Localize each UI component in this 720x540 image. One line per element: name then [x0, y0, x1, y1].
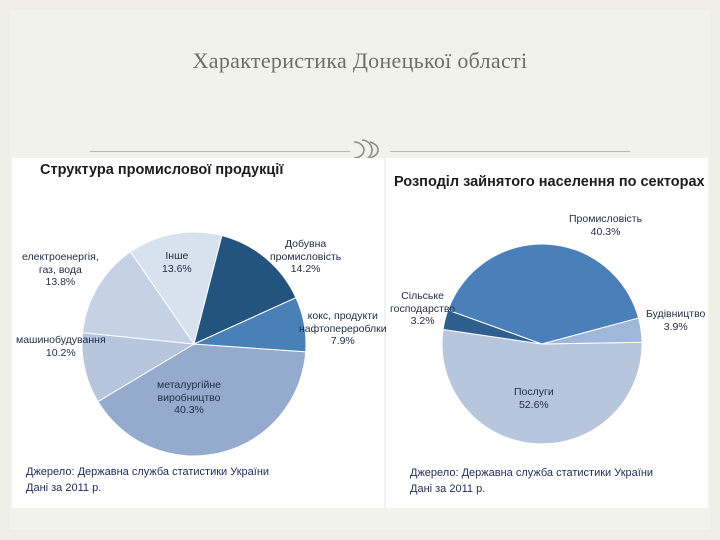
employment-slice-2	[447, 243, 640, 345]
industry-slice-3	[129, 231, 223, 346]
label-machine-building: машинобудування 10.2%	[16, 334, 106, 359]
label-agriculture: Сільське господарство 3.2%	[390, 290, 456, 327]
industry-source: Джерело: Державна служба статистики Укра…	[26, 466, 270, 494]
industry-slice-5	[193, 296, 307, 353]
label-services: Послуги 52.6%	[514, 386, 554, 411]
employment-source: Джерело: Державна служба статистики Укра…	[410, 467, 654, 495]
industry-slice-0	[97, 343, 307, 457]
industry-structure-panel: Структура промислової продукції металург…	[12, 158, 387, 508]
industry-pie-chart	[81, 231, 307, 457]
label-other: Інше 13.6%	[162, 250, 192, 275]
employment-pie-chart	[441, 243, 643, 445]
label-construction: Будівництво 3.9%	[646, 308, 706, 333]
employment-chart-title: Розподіл зайнятого населення по секторах	[394, 174, 705, 190]
employment-slice-3	[541, 317, 643, 345]
slide-title: Характеристика Донецької області	[192, 48, 528, 73]
industry-slice-4	[193, 234, 297, 345]
label-coke: кокс, продукти нафтоперероблки 7.9%	[299, 310, 387, 347]
title-rule-right	[390, 151, 630, 152]
label-mining: Добувна промисловість 14.2%	[270, 238, 342, 275]
industry-slice-2	[82, 251, 196, 345]
employment-panel: Розподіл зайнятого населення по секторах…	[386, 158, 708, 508]
industry-slice-1	[81, 332, 196, 403]
industry-chart-title: Структура промислової продукції	[40, 162, 284, 178]
label-industry: Промисловість 40.3%	[569, 213, 643, 238]
label-energy: електроенергія, газ, вода 13.8%	[22, 251, 99, 288]
label-metallurgy: металургійне виробництво 40.3%	[157, 379, 222, 416]
employment-slice-0	[441, 328, 643, 445]
title-rule-left	[90, 151, 350, 152]
